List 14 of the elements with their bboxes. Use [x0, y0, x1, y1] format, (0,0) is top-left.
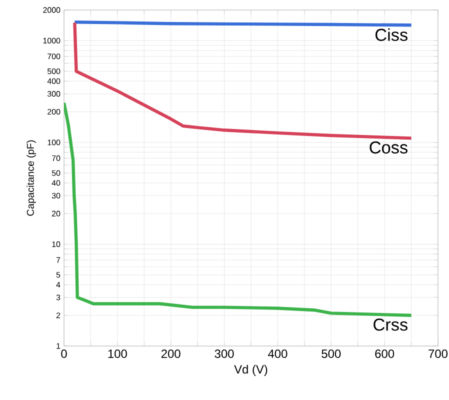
- series-label: Crss: [374, 318, 408, 331]
- series-label: Ciss: [376, 28, 408, 41]
- x-axis-title: Vd (V): [234, 364, 268, 376]
- series-label: Coss: [370, 141, 408, 154]
- x-tick-label: 600: [375, 350, 394, 358]
- x-tick-label: 100: [108, 350, 127, 358]
- y-axis-title: Capacitance (pF): [26, 140, 36, 216]
- line-series: [73, 21, 413, 140]
- x-tick-label: 400: [268, 350, 288, 358]
- x-tick-label: 200: [161, 350, 180, 358]
- x-tick-label: 500: [322, 350, 341, 358]
- x-tick-label: 0: [61, 350, 67, 358]
- x-tick-label: 700: [428, 350, 448, 358]
- x-tick-label: 300: [214, 350, 234, 358]
